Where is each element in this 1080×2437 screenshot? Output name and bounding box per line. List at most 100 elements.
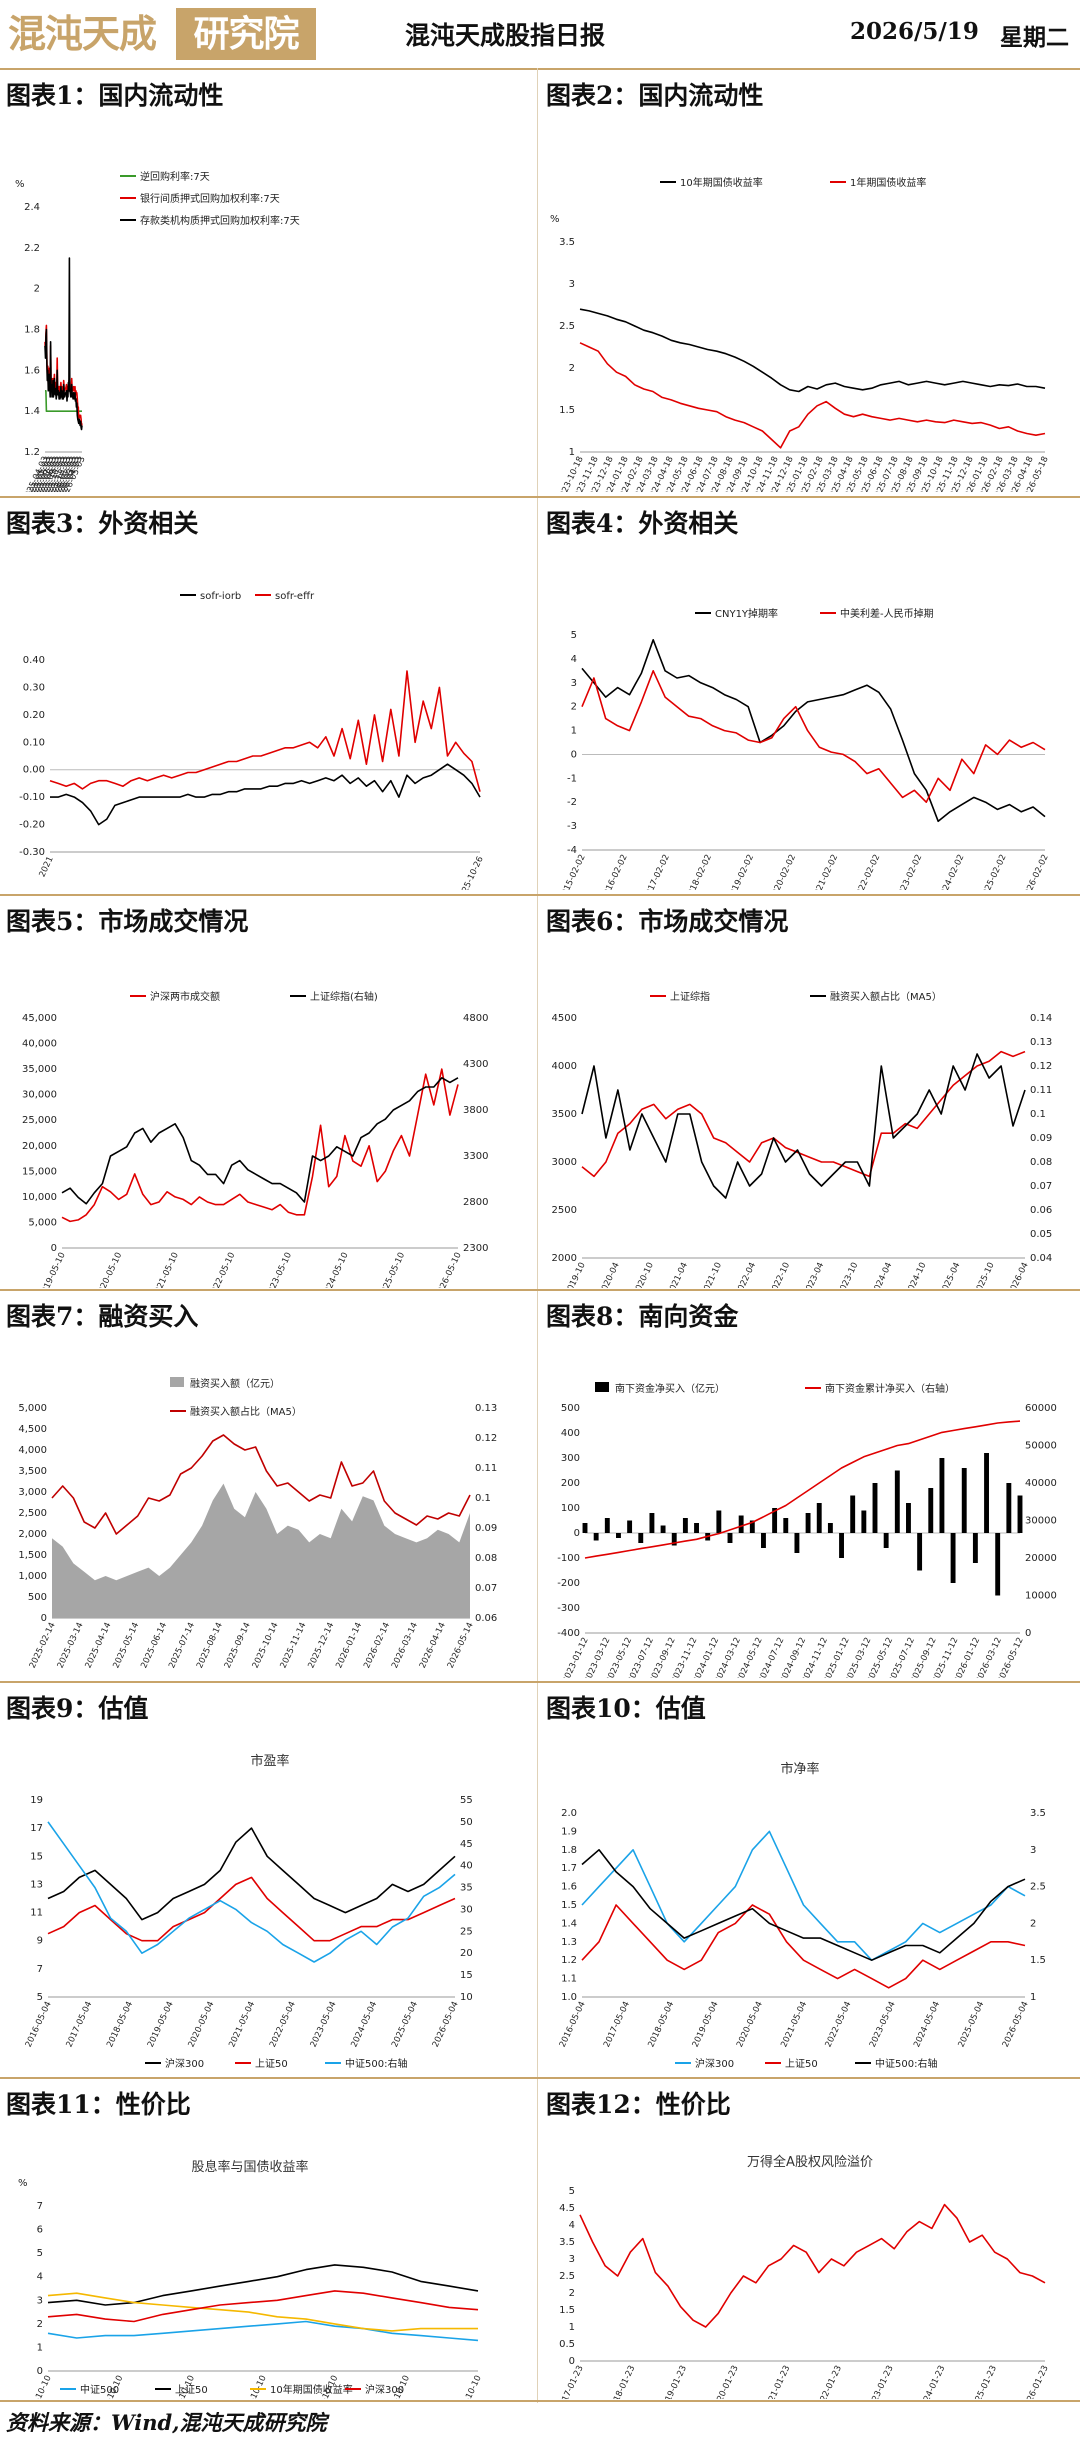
x-tick-label: 2024-01-23 bbox=[917, 2364, 947, 2399]
y2-tick-label: 50 bbox=[460, 1817, 473, 1828]
y-tick-label: 2 bbox=[569, 2288, 575, 2299]
y-tick-label: -300 bbox=[557, 1603, 580, 1614]
y-tick-label: 15 bbox=[30, 1851, 43, 1862]
y-tick-label: 2000 bbox=[552, 1253, 577, 1264]
y-tick-label: -4 bbox=[567, 845, 577, 856]
y2-tick-label: 10 bbox=[460, 1992, 473, 2003]
y2-tick-label: 45 bbox=[460, 1839, 473, 1850]
x-tick-label: 2019-10 bbox=[564, 1261, 588, 1288]
legend-label: 中证500:右轴 bbox=[345, 2057, 407, 2070]
x-tick-label: 2025-02-14 bbox=[28, 1621, 58, 1670]
panel-title: 图表5：市场成交情况 bbox=[6, 907, 249, 936]
x-tick-label: 2016-05-04 bbox=[24, 2000, 54, 2049]
y-tick-label: 3500 bbox=[552, 1109, 577, 1120]
x-tick-label: 2023-02-02 bbox=[895, 853, 925, 890]
legend-label: 上证综指 bbox=[670, 990, 710, 1003]
y-tick-label: 200 bbox=[561, 1478, 580, 1489]
y-tick-label: 5 bbox=[37, 1992, 43, 2003]
y-tick-label: 500 bbox=[28, 1592, 47, 1603]
x-tick-label: 2024-05-10 bbox=[321, 1251, 351, 1288]
chart-svg: 4500 4000 3500 3000 2500 2000 0.14 0.13 0.12 0.11… bbox=[552, 990, 1053, 1288]
y-tick-label: 1.5 bbox=[559, 405, 575, 416]
x-tick-label: 2019-10-10 bbox=[24, 2374, 54, 2399]
bar bbox=[694, 1523, 699, 1533]
y-tick-label: 4,000 bbox=[18, 1445, 47, 1456]
row-divider bbox=[0, 2077, 1080, 2079]
y2-tick-label: 30000 bbox=[1025, 1516, 1057, 1527]
chart-svg: %2.42.221.81.61.41.22025-04-032025-05-03… bbox=[15, 170, 300, 492]
y-tick-label: 3 bbox=[569, 2254, 575, 2265]
y-tick-label: 0 bbox=[41, 1613, 47, 1624]
y2-tick-label: 0.12 bbox=[1030, 1061, 1052, 1072]
x-tick-label: 2020-05-04 bbox=[187, 2000, 217, 2049]
x-tick-label: 2017-01-23 bbox=[556, 2364, 586, 2399]
y-tick-label: 3,000 bbox=[18, 1487, 47, 1498]
x-tick-label: 2016-05-04 bbox=[558, 2000, 588, 2049]
bar bbox=[749, 1520, 755, 1533]
chart-svg: 45,000 40,000 35,000 30,000 25,000 20,000 15,0… bbox=[22, 990, 488, 1288]
legend-label: 中证500 bbox=[80, 2383, 119, 2396]
y-tick-label: 5 bbox=[569, 2186, 575, 2197]
y2-tick-label: 0.13 bbox=[475, 1403, 497, 1414]
bar bbox=[682, 1518, 688, 1533]
y-tick-label: 2 bbox=[571, 702, 577, 713]
y-tick-label: 500 bbox=[561, 1403, 580, 1414]
legend-label: 沪深300 bbox=[365, 2383, 404, 2396]
chart-panel-3: 图表3：外资相关 0.40 0.30 0.20 0.10 0.00 -0.10 -0.20 -0… bbox=[0, 498, 537, 894]
y2-tick-label: 20 bbox=[460, 1948, 473, 1959]
y-tick-label: -400 bbox=[557, 1628, 580, 1639]
y-tick-label: 1.3 bbox=[561, 1937, 577, 1948]
y-tick-label: 19 bbox=[30, 1795, 43, 1806]
y-tick-label: 1,500 bbox=[18, 1550, 47, 1561]
x-tick-label: 2019-05-10 bbox=[38, 1251, 68, 1288]
panel-title: 图表3：外资相关 bbox=[6, 509, 199, 538]
x-tick-label: 2023-01-23 bbox=[866, 2364, 896, 2399]
x-tick-label: 2020-05-10 bbox=[94, 1251, 124, 1288]
y2-tick-label: 2 bbox=[1030, 1918, 1036, 1929]
series-line bbox=[49, 670, 481, 792]
x-tick-label: 2019-01-23 bbox=[659, 2364, 689, 2399]
x-tick-label: 2023-05-04 bbox=[309, 2000, 339, 2049]
x-tick-label: 2026-04 bbox=[1007, 1261, 1031, 1288]
y-tick-label: 0.20 bbox=[23, 710, 45, 721]
x-tick-label: 2022-04 bbox=[734, 1261, 758, 1288]
report-header: 混沌天成 研究院 混沌天成股指日报 2026/5/19 星期二 bbox=[0, 0, 1080, 70]
bar bbox=[794, 1533, 800, 1553]
legend-label: 逆回购利率:7天 bbox=[140, 170, 210, 183]
series-line bbox=[44, 390, 83, 412]
x-tick-label: 2026-03-14 bbox=[390, 1621, 420, 1670]
x-tick-label: 2016-02-02 bbox=[600, 853, 630, 890]
x-tick-label: 2018-05-04 bbox=[105, 2000, 135, 2049]
series-line bbox=[581, 639, 1046, 823]
y-tick-label: 13 bbox=[30, 1879, 43, 1890]
y-tick-label: 4500 bbox=[552, 1013, 577, 1024]
chart-panel-4: 图表4：外资相关 5 4 3 2 1 0 -1 -2 -3 -4 2015-02-02 2016-02-… bbox=[540, 498, 1077, 894]
legend-label: 沪深两市成交额 bbox=[150, 990, 220, 1003]
y2-tick-label: 1.5 bbox=[1030, 1955, 1046, 1966]
x-tick-label: 2020-04 bbox=[598, 1261, 622, 1288]
report-title: 混沌天成股指日报 bbox=[405, 21, 606, 50]
x-tick-label: 2022-05-04 bbox=[824, 2000, 854, 2049]
series-line bbox=[581, 1904, 1026, 1989]
y-tick-label: 2.5 bbox=[559, 2271, 575, 2282]
chart-svg: 5,000 4,500 4,000 3,500 3,000 2,500 2,000 1,500… bbox=[18, 1377, 497, 1670]
panel-title: 图表11：性价比 bbox=[6, 2090, 191, 2119]
y-tick-label: 400 bbox=[561, 1428, 580, 1439]
series-line bbox=[47, 2320, 479, 2342]
company-logo: 混沌天成 研究院 bbox=[8, 6, 318, 62]
y2-tick-label: 0.06 bbox=[475, 1613, 497, 1624]
y-tick-label: 1 bbox=[569, 2322, 575, 2333]
x-tick-label: 2025-04 bbox=[938, 1261, 962, 1288]
y2-tick-label: 2300 bbox=[463, 1243, 488, 1254]
panel-title: 图表1：国内流动性 bbox=[6, 81, 224, 110]
series-line bbox=[579, 308, 1046, 393]
legend-label: 南下资金净买入（亿元） bbox=[615, 1382, 725, 1395]
y2-tick-label: 0.1 bbox=[475, 1493, 491, 1504]
chart-svg: 万得全A股权风险溢价 5 4.5 4 3.5 3 2.5 2 1.5 1 0.5 02017-01-2… bbox=[556, 2154, 1051, 2399]
x-tick-label: 2025-03-14 bbox=[56, 1621, 86, 1670]
x-tick-label: 2026-01-23 bbox=[1021, 2364, 1051, 2399]
x-tick-label: 2025-04-14 bbox=[84, 1621, 114, 1670]
bar bbox=[972, 1533, 978, 1563]
x-tick-label: 2025-07-14 bbox=[167, 1621, 197, 1670]
x-tick-label: 2018-05-04 bbox=[646, 2000, 676, 2049]
